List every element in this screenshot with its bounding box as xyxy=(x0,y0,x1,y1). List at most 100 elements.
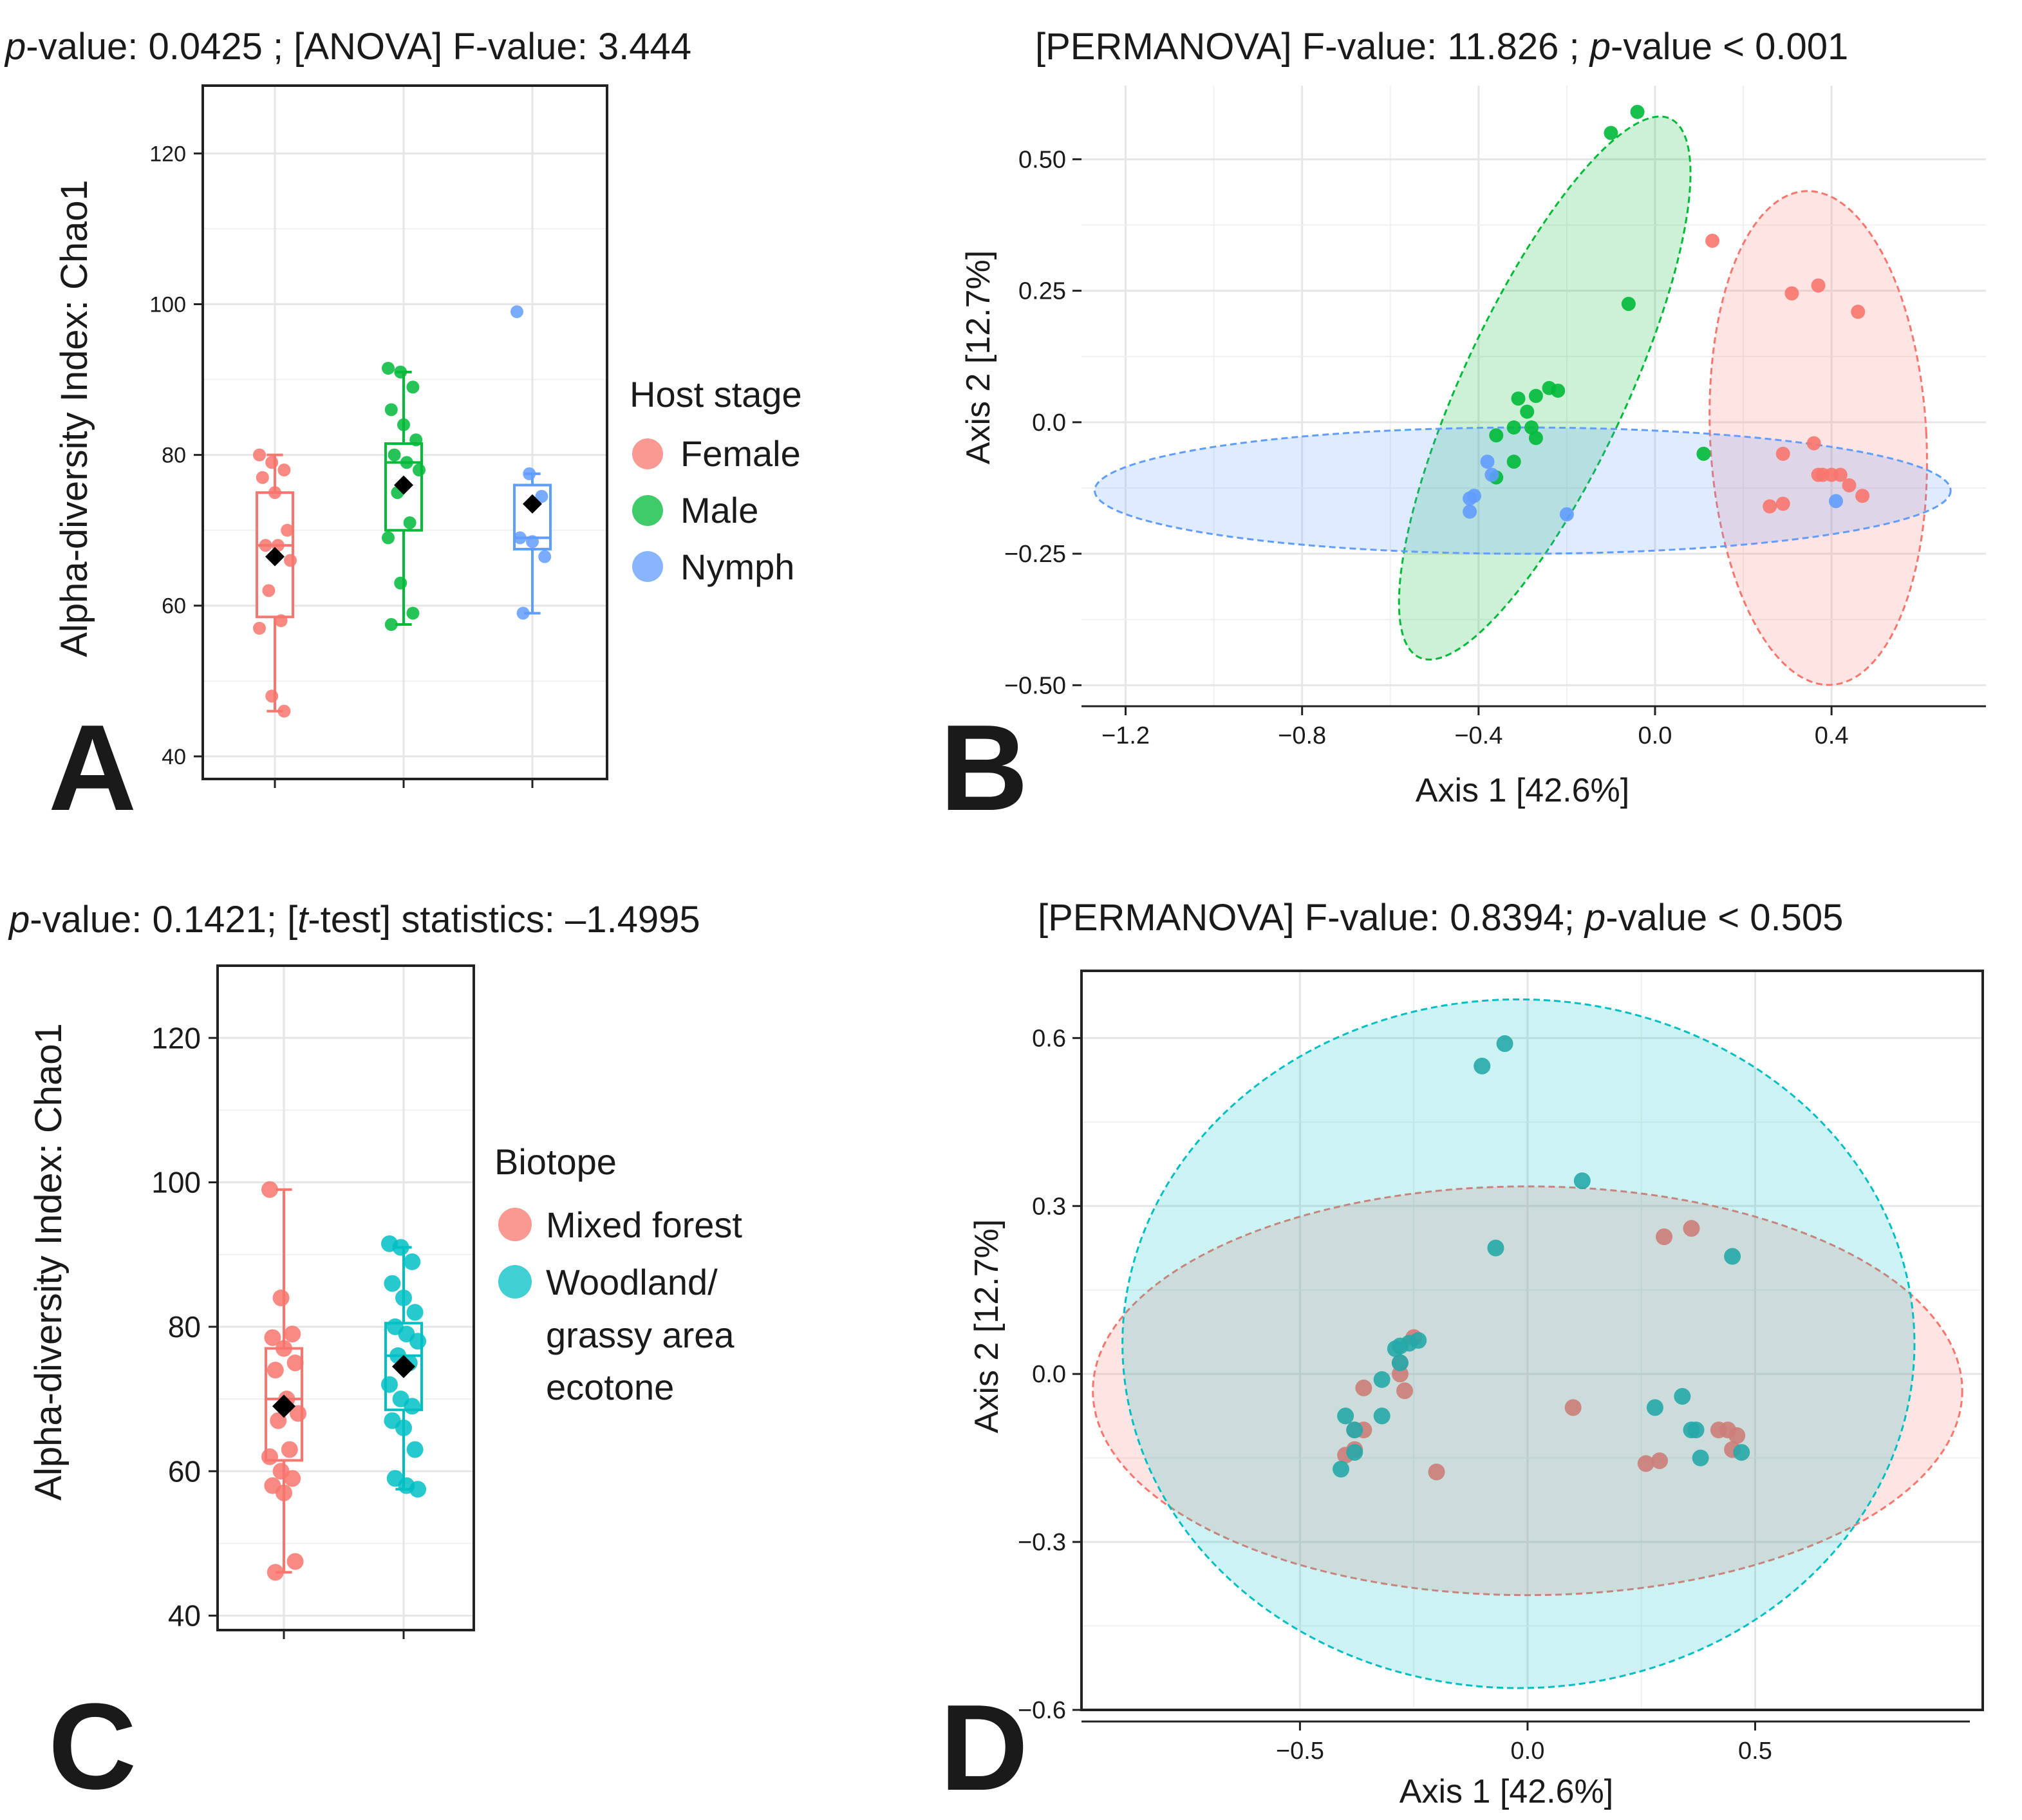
point-woodland-grassy-area-ecotone xyxy=(1646,1399,1663,1416)
data-point xyxy=(290,1405,306,1422)
point-male xyxy=(1542,380,1557,395)
point-male xyxy=(1528,431,1543,446)
data-point xyxy=(394,365,407,379)
panel-d: [PERMANOVA] F-value: 0.8394; p-value < 0… xyxy=(940,897,1984,1816)
data-point xyxy=(406,606,420,620)
legend-key-female xyxy=(632,438,663,469)
point-female xyxy=(1775,446,1790,461)
data-point xyxy=(384,618,398,632)
data-point xyxy=(406,1304,424,1321)
point-nymph xyxy=(1463,504,1477,519)
data-point xyxy=(267,1362,284,1379)
x-tick-label: −0.4 xyxy=(1454,722,1502,749)
legend-key-male xyxy=(632,495,663,526)
point-woodland-grassy-area-ecotone xyxy=(1337,1407,1354,1425)
point-male xyxy=(1528,389,1543,403)
panel-c: p-value: 0.1421; [t-test] statistics: –1… xyxy=(8,899,742,1815)
data-point xyxy=(409,1481,426,1498)
data-point xyxy=(403,516,417,529)
panel-d-plot-frame xyxy=(1080,970,1984,1711)
legend-label-female: Female xyxy=(680,433,801,474)
point-woodland-grassy-area-ecotone xyxy=(1391,1354,1409,1371)
panel-a-x-ticks xyxy=(274,779,534,788)
box-nymph xyxy=(510,305,552,620)
y-tick-label: 0.50 xyxy=(1018,146,1066,173)
data-point xyxy=(413,464,426,477)
point-female xyxy=(1806,436,1821,451)
data-point xyxy=(395,1419,412,1436)
panel-b-points xyxy=(1463,104,1870,521)
data-point xyxy=(284,1470,301,1487)
data-point xyxy=(261,1181,278,1198)
point-woodland-grassy-area-ecotone xyxy=(1724,1248,1741,1265)
panel-label-c: C xyxy=(48,1678,136,1815)
panel-b-x-ticks: −1.2 −0.8 −0.4 0.0 0.4 xyxy=(1101,706,1849,749)
panel-b-y-label: Axis 2 [12.7%] xyxy=(960,250,997,464)
panel-d-points xyxy=(1333,1035,1750,1481)
data-point xyxy=(277,704,291,718)
point-male xyxy=(1506,420,1521,435)
point-mixed-forest xyxy=(1637,1455,1654,1472)
y-tick-label: 120 xyxy=(149,142,186,166)
data-point xyxy=(523,467,536,480)
panel-label-d: D xyxy=(940,1680,1028,1816)
x-tick-label: −0.8 xyxy=(1278,722,1326,749)
point-woodland-grassy-area-ecotone xyxy=(1487,1239,1504,1257)
y-tick-label: 40 xyxy=(168,1599,201,1633)
data-point xyxy=(400,456,413,469)
point-woodland-grassy-area-ecotone xyxy=(1333,1461,1350,1478)
mean-marker xyxy=(392,1355,415,1378)
legend-title: Biotope xyxy=(494,1141,617,1182)
data-point xyxy=(538,550,552,563)
panel-a-y-ticks: 40 60 80 100 120 xyxy=(149,142,203,769)
panel-c-y-label: Alpha-diversity Index: Chao1 xyxy=(28,1023,70,1501)
panel-c-y-ticks: 40 60 80 100 120 xyxy=(151,1021,218,1633)
confidence-ellipse-woodland-grassy-area-ecotone xyxy=(1121,998,1916,1689)
y-tick-label: 60 xyxy=(168,1454,201,1488)
panel-c-plot-frame xyxy=(216,964,475,1631)
data-point xyxy=(384,403,398,417)
panel-b-x-label: Axis 1 [42.6%] xyxy=(1416,772,1629,809)
data-point xyxy=(276,1340,292,1357)
data-point xyxy=(268,486,281,500)
box-woodland-grassy-area-ecotone xyxy=(381,1235,426,1498)
y-tick-label: 100 xyxy=(149,292,186,317)
panel-d-title: [PERMANOVA] F-value: 0.8394; p-value < 0… xyxy=(1038,897,1843,939)
panel-d-y-ticks: −0.6 −0.3 0.0 0.3 0.6 xyxy=(1018,1025,1081,1724)
confidence-ellipse-nymph xyxy=(1094,426,1952,555)
point-woodland-grassy-area-ecotone xyxy=(1496,1035,1513,1053)
data-point xyxy=(395,1290,412,1306)
data-point xyxy=(382,361,395,375)
y-tick-label: 60 xyxy=(162,594,186,619)
panel-a-title: p-value: 0.0425 ; [ANOVA] F-value: 3.444 xyxy=(4,26,691,68)
panel-d-x-label: Axis 1 [42.6%] xyxy=(1399,1773,1613,1810)
point-woodland-grassy-area-ecotone xyxy=(1387,1340,1404,1358)
point-woodland-grassy-area-ecotone xyxy=(1692,1449,1709,1467)
point-woodland-grassy-area-ecotone xyxy=(1346,1421,1363,1439)
mean-marker xyxy=(394,475,413,495)
point-woodland-grassy-area-ecotone xyxy=(1573,1172,1591,1190)
point-female xyxy=(1784,286,1799,301)
panel-c-title: p-value: 0.1421; [t-test] statistics: –1… xyxy=(8,899,700,941)
point-mixed-forest xyxy=(1656,1228,1673,1246)
panel-b-title: [PERMANOVA] F-value: 11.826 ; p-value < … xyxy=(1035,26,1848,68)
point-female xyxy=(1842,478,1857,493)
y-tick-label: −0.50 xyxy=(1004,672,1066,699)
data-point xyxy=(286,1553,304,1570)
data-point xyxy=(516,606,530,620)
data-point xyxy=(404,1253,421,1270)
point-woodland-grassy-area-ecotone xyxy=(1474,1057,1491,1074)
y-tick-label: 0.3 xyxy=(1032,1193,1066,1220)
y-tick-label: 0.0 xyxy=(1032,1361,1066,1388)
data-point xyxy=(262,584,276,597)
point-male xyxy=(1696,446,1711,461)
data-point xyxy=(265,456,279,469)
x-tick-label: 0.5 xyxy=(1738,1738,1772,1765)
legend-key-mixed-forest xyxy=(498,1208,532,1241)
data-point xyxy=(277,464,291,477)
mean-marker xyxy=(523,494,542,514)
y-tick-label: 100 xyxy=(151,1166,201,1199)
legend-label-woodland: Woodland/ xyxy=(546,1262,718,1302)
point-male xyxy=(1506,455,1521,469)
